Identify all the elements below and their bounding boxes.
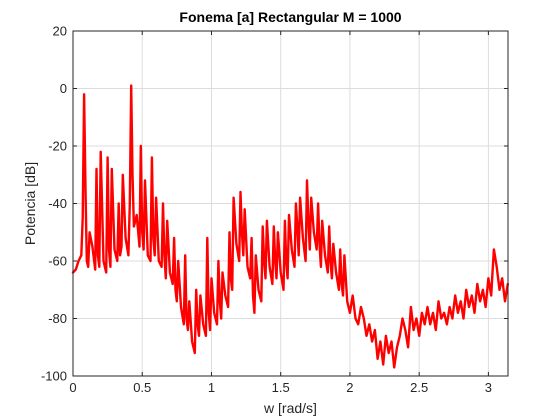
x-tick-label: 0.5 [133, 380, 151, 395]
y-tick-label: -80 [48, 311, 67, 326]
x-tick-label: 1.5 [272, 380, 290, 395]
y-axis-label: Potencia [dB] [22, 162, 38, 245]
x-tick-label: 2.5 [410, 380, 428, 395]
y-tick-label: 20 [53, 24, 67, 39]
y-tick-label: -20 [48, 139, 67, 154]
x-axis-label: w [rad/s] [263, 400, 317, 416]
series-line [71, 84, 509, 369]
x-tick-label: 0 [69, 380, 76, 395]
x-tick-label: 2 [346, 380, 353, 395]
x-tick-label: 3 [485, 380, 492, 395]
y-tick-label: -40 [48, 196, 67, 211]
y-tick-label: -60 [48, 254, 67, 269]
ticks: 0 0.5 1 1.5 2 2.5 3 -100 -80 -60 -40 -20 0 20 [41, 24, 508, 395]
y-tick-label: -100 [41, 369, 67, 384]
x-tick-label: 1 [208, 380, 215, 395]
y-tick-label: 0 [60, 81, 67, 96]
chart-title: Fonema [a] Rectangular M = 1000 [179, 9, 401, 25]
series-layer [71, 84, 509, 369]
